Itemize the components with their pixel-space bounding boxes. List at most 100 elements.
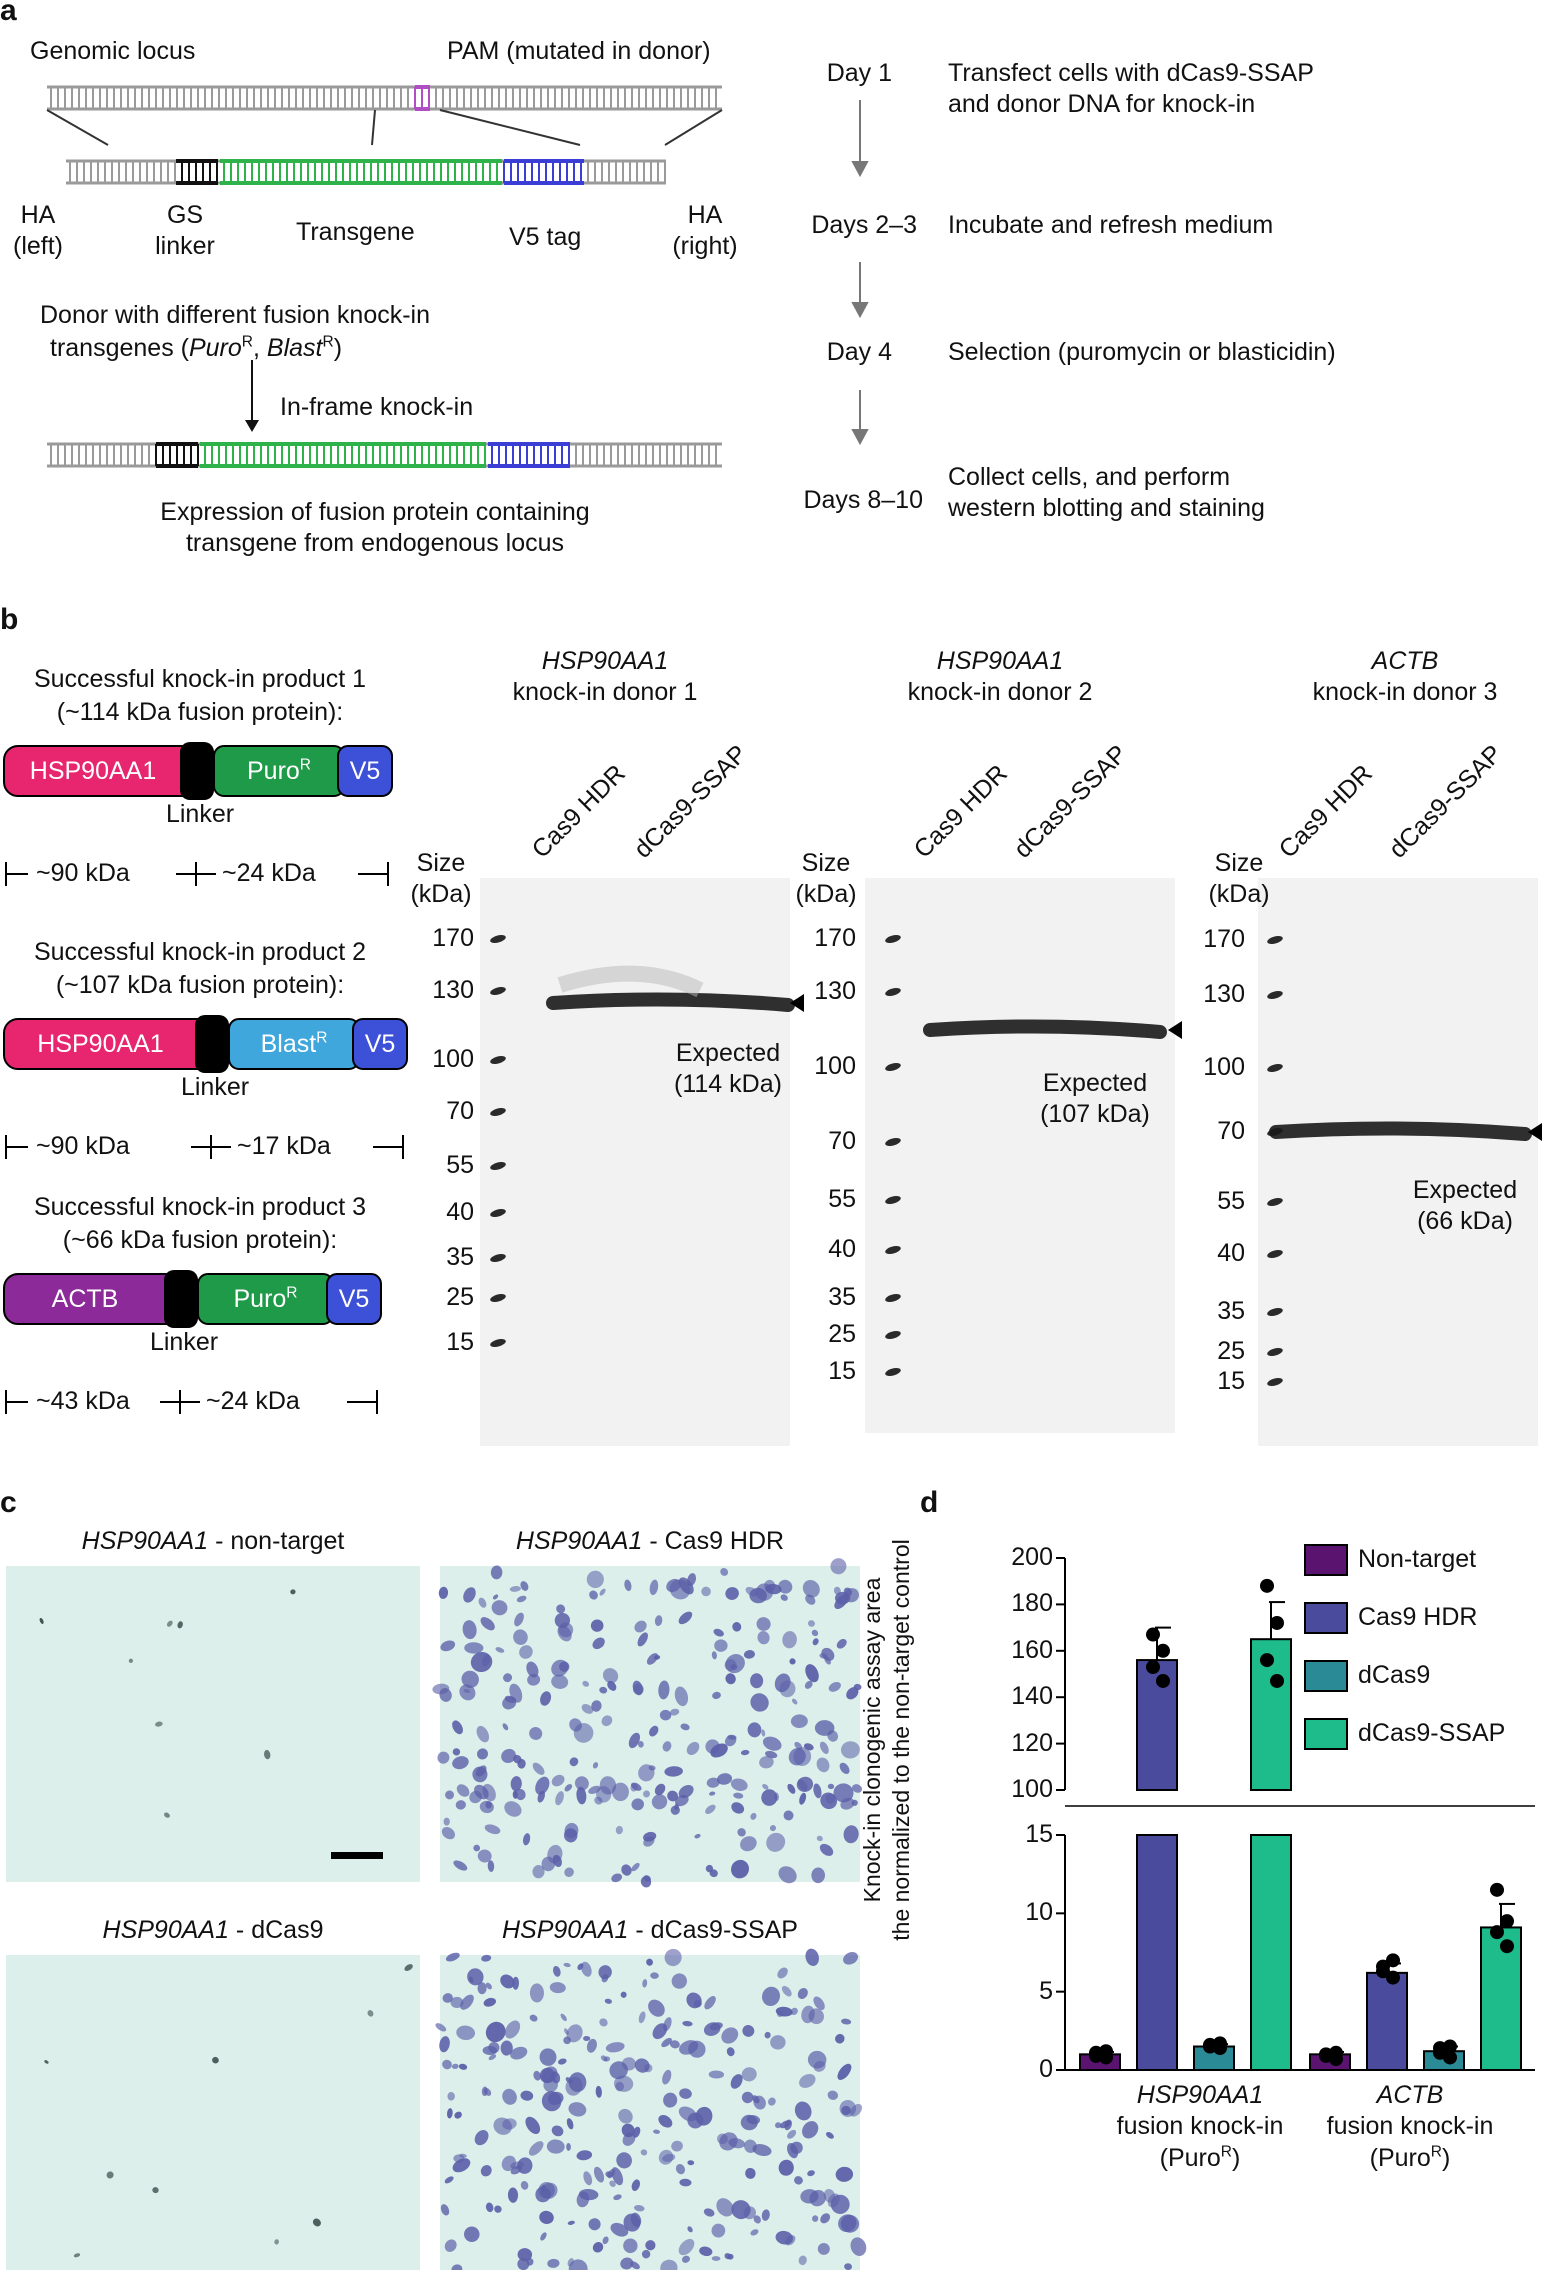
colony — [716, 2198, 734, 2217]
colony — [535, 2186, 551, 2203]
colony — [694, 1833, 701, 1839]
colony — [799, 1792, 807, 1805]
legend-swatch — [1304, 1718, 1348, 1750]
colony — [775, 2122, 782, 2129]
colony — [566, 2024, 583, 2043]
band-arrowhead — [790, 994, 804, 1012]
colony — [824, 1656, 831, 1665]
ladder-label: 170 — [432, 924, 474, 952]
colony — [743, 1650, 756, 1659]
colony — [452, 1720, 463, 1735]
colony — [852, 1784, 863, 1793]
colony — [576, 2191, 590, 2208]
colony — [839, 2099, 857, 2117]
colony — [745, 1586, 758, 1597]
panel-label-c: c — [0, 1486, 17, 1519]
colony — [439, 2036, 450, 2053]
colony — [520, 1581, 529, 1591]
colony — [827, 1730, 839, 1742]
colony — [445, 1952, 460, 1962]
colony — [568, 2102, 587, 2117]
ladder-mark — [1267, 1308, 1283, 1316]
colony — [761, 2209, 770, 2221]
colony — [805, 1664, 819, 1683]
colony — [661, 2037, 672, 2048]
micro-title-3: HSP90AA1 - dCas9 — [102, 1916, 324, 1944]
colony — [547, 1844, 563, 1864]
ladder-label: 25 — [1217, 1337, 1245, 1365]
colony — [290, 1589, 296, 1595]
colony — [473, 1844, 481, 1852]
timeline-day: Days 8–10 — [803, 486, 923, 514]
ladder-mark — [490, 987, 506, 995]
colony — [528, 2141, 544, 2156]
colony — [477, 1849, 492, 1863]
panel-label-a: a — [0, 0, 17, 27]
colony — [798, 2255, 807, 2266]
colony — [766, 1832, 786, 1852]
colony — [713, 1628, 724, 1637]
colony — [469, 1790, 482, 1804]
colony — [667, 1790, 678, 1802]
colony — [740, 1836, 757, 1852]
colony — [404, 1964, 413, 1971]
colony — [589, 1590, 598, 1600]
colony — [620, 1991, 627, 1998]
ladder-label: 35 — [446, 1243, 474, 1271]
data-point — [1270, 1673, 1284, 1688]
colony — [566, 2118, 574, 2130]
colony — [551, 1674, 569, 1689]
ladder-label: 40 — [1217, 1239, 1245, 1267]
colony — [756, 1617, 771, 1631]
colony — [615, 1825, 623, 1835]
colony — [811, 1867, 825, 1884]
colony — [812, 1638, 819, 1646]
colony — [602, 2236, 609, 2245]
colony — [539, 2210, 554, 2224]
colony — [452, 2158, 471, 2173]
construct-subtitle: (~107 kDa fusion protein): — [55, 971, 345, 999]
colony — [512, 1790, 518, 1799]
colony — [525, 2116, 541, 2135]
colony — [44, 2060, 49, 2064]
colony — [264, 1749, 271, 1760]
colony — [805, 1948, 819, 1966]
colony — [478, 1597, 487, 1608]
colony — [637, 1632, 648, 1647]
colony — [778, 1579, 793, 1594]
colony — [73, 2253, 81, 2258]
colony — [762, 1986, 780, 2007]
colony — [443, 1817, 450, 1826]
colony — [452, 1748, 461, 1756]
colony — [827, 2090, 839, 2100]
data-point — [1270, 1615, 1284, 1630]
colony — [504, 2020, 521, 2039]
colony — [648, 1999, 665, 2017]
colony — [658, 2115, 673, 2128]
colony — [581, 1961, 592, 1977]
ladder-label: 70 — [828, 1127, 856, 1155]
colony — [730, 1778, 748, 1791]
micro-title-4: HSP90AA1 - dCas9-SSAP — [502, 1916, 798, 1944]
colony — [813, 1996, 825, 2011]
colony — [463, 1587, 476, 1603]
colony — [658, 2149, 674, 2165]
colony — [598, 1965, 612, 1980]
colony — [599, 1588, 606, 1596]
data-point — [1156, 1643, 1170, 1658]
colony — [558, 1622, 574, 1638]
colony — [367, 2010, 374, 2017]
ladder-mark — [490, 1339, 506, 1347]
ladder-mark — [490, 1254, 506, 1262]
colony — [467, 1968, 484, 1986]
ladder-mark — [490, 1209, 506, 1217]
colony — [459, 2153, 467, 2158]
y-tick-label: 15 — [1025, 1820, 1053, 1848]
ladder-label: 15 — [446, 1328, 474, 1356]
colony — [762, 1736, 782, 1751]
colony — [540, 2232, 547, 2241]
ladder-mark — [1267, 936, 1283, 944]
colony — [797, 1779, 808, 1791]
colony — [458, 2063, 468, 2070]
right-kda-label: ~24 kDa — [222, 859, 316, 887]
